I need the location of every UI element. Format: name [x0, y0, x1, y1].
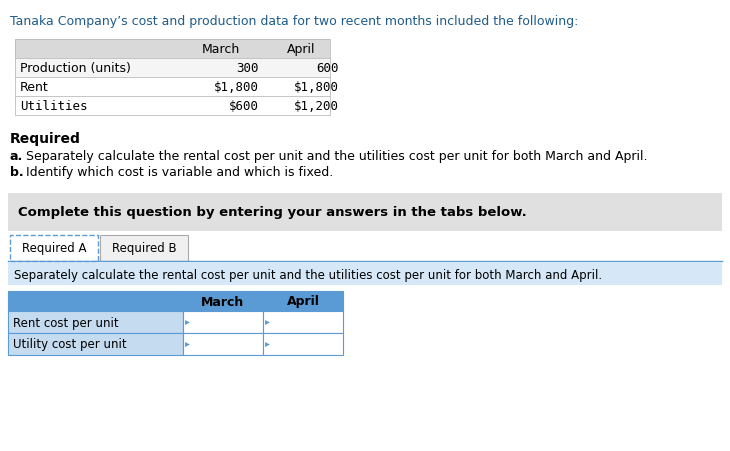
Text: April: April — [287, 295, 320, 308]
Bar — [183, 311, 263, 333]
Text: Required A: Required A — [22, 242, 86, 255]
Bar — [8, 263, 722, 285]
Bar — [8, 333, 183, 355]
Bar — [15, 59, 330, 78]
Bar — [15, 40, 330, 59]
Text: $1,800: $1,800 — [214, 81, 259, 94]
Text: Production (units): Production (units) — [20, 62, 131, 75]
Bar — [8, 311, 183, 333]
Bar — [183, 333, 263, 355]
Text: Utilities: Utilities — [20, 100, 88, 113]
Bar — [8, 291, 343, 311]
Text: Rent: Rent — [20, 81, 49, 94]
Text: March: March — [201, 295, 245, 308]
Text: Rent cost per unit: Rent cost per unit — [13, 316, 118, 329]
Text: $600: $600 — [229, 100, 259, 113]
Text: 600: 600 — [317, 62, 339, 75]
Text: a.: a. — [10, 150, 23, 163]
Text: $1,800: $1,800 — [294, 81, 339, 94]
Text: b.: b. — [10, 166, 23, 179]
Bar — [15, 40, 330, 116]
Text: $1,200: $1,200 — [294, 100, 339, 113]
Text: Required B: Required B — [112, 242, 177, 255]
Text: Utility cost per unit: Utility cost per unit — [13, 338, 126, 351]
Text: 300: 300 — [237, 62, 259, 75]
Bar — [263, 333, 343, 355]
Bar — [8, 193, 722, 231]
Text: March: March — [202, 43, 240, 56]
Text: Identify which cost is variable and which is fixed.: Identify which cost is variable and whic… — [22, 166, 334, 179]
Bar — [10, 235, 98, 262]
Text: Separately calculate the rental cost per unit and the utilities cost per unit fo: Separately calculate the rental cost per… — [14, 268, 602, 281]
Bar — [263, 311, 343, 333]
Text: Complete this question by entering your answers in the tabs below.: Complete this question by entering your … — [18, 206, 527, 219]
Text: Separately calculate the rental cost per unit and the utilities cost per unit fo: Separately calculate the rental cost per… — [22, 150, 648, 163]
Text: Required: Required — [10, 132, 81, 146]
Text: Tanaka Company’s cost and production data for two recent months included the fol: Tanaka Company’s cost and production dat… — [10, 15, 578, 28]
Text: April: April — [287, 43, 315, 56]
Bar — [100, 235, 188, 262]
